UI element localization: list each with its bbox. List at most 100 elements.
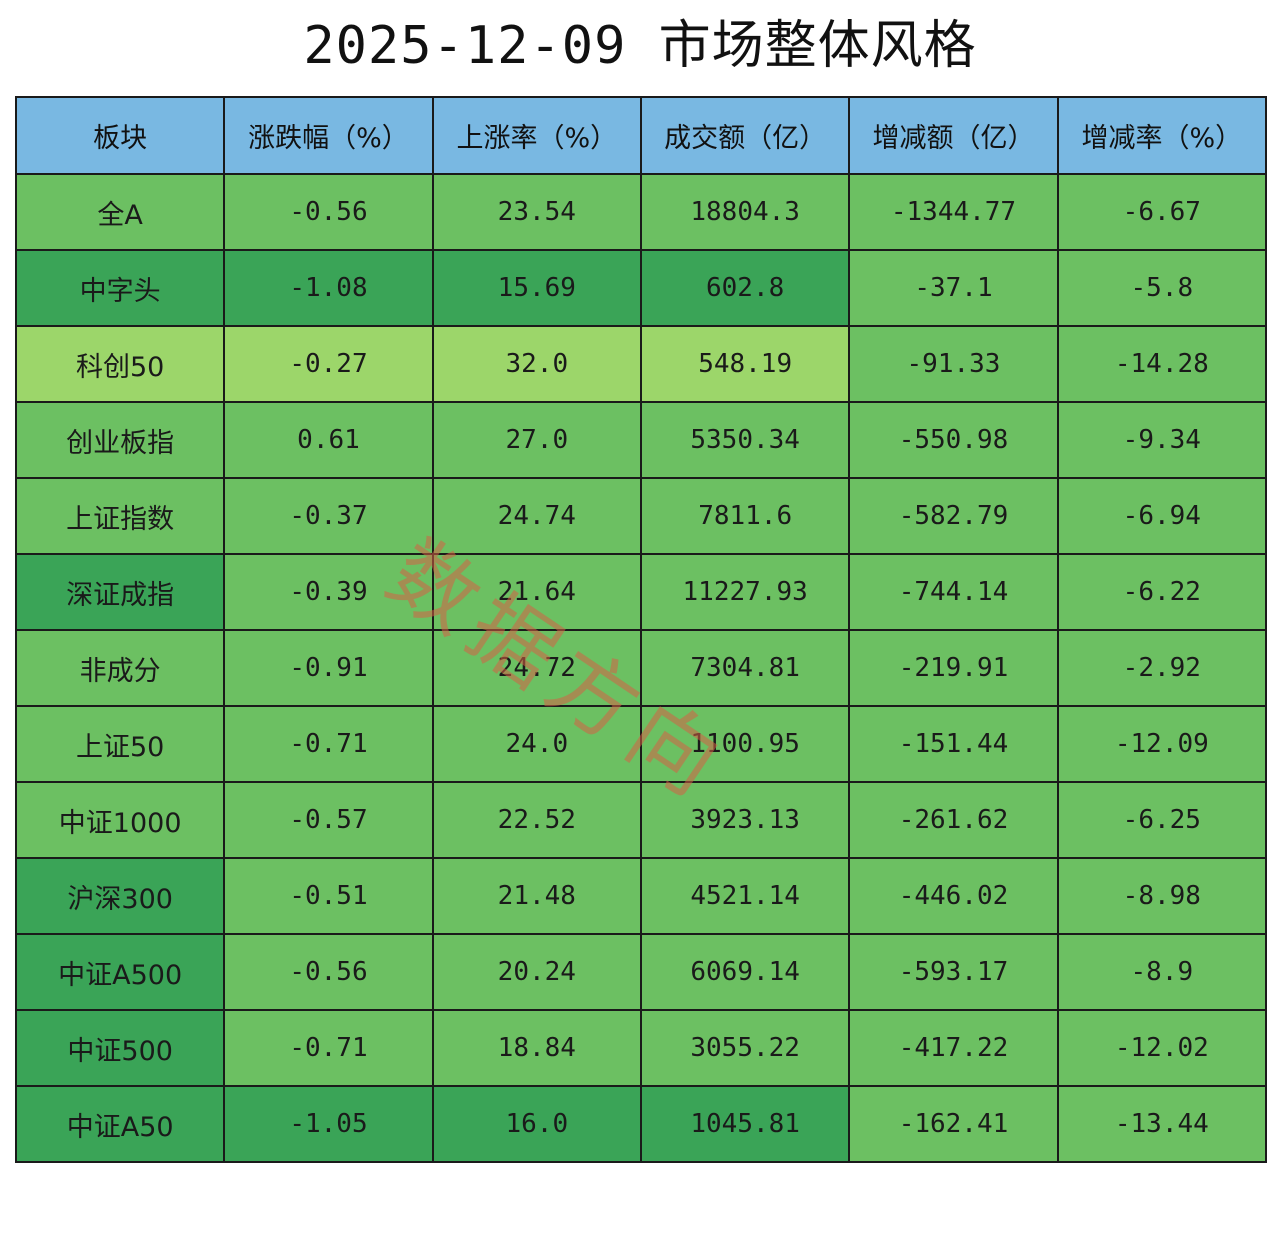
table-row: 深证成指 -0.39 21.64 11227.93 -744.14 -6.22 xyxy=(14,553,1268,631)
cell-rise-rate: 24.72 xyxy=(431,629,642,707)
table-row: 上证指数 -0.37 24.74 7811.6 -582.79 -6.94 xyxy=(14,477,1268,555)
cell-turnover: 5350.34 xyxy=(639,401,851,479)
cell-rise-rate: 20.24 xyxy=(431,933,642,1011)
cell-delta-rate: -6.22 xyxy=(1056,553,1268,631)
cell-sector: 中证A500 xyxy=(14,933,226,1011)
cell-delta-rate: -13.44 xyxy=(1056,1085,1268,1163)
cell-turnover: 18804.3 xyxy=(639,173,851,251)
column-header-rise-rate: 上涨率（%） xyxy=(431,96,642,175)
column-header-sector: 板块 xyxy=(14,96,226,175)
table-body: 全A -0.56 23.54 18804.3 -1344.77 -6.67 中字头 -1.08… xyxy=(14,173,1268,1163)
column-header-turnover: 成交额（亿） xyxy=(639,96,851,175)
cell-delta-rate: -5.8 xyxy=(1056,249,1268,327)
table-row: 全A -0.56 23.54 18804.3 -1344.77 -6.67 xyxy=(14,173,1268,251)
cell-sector: 创业板指 xyxy=(14,401,226,479)
cell-delta-amount: -582.79 xyxy=(848,477,1059,555)
market-style-table: 板块 涨跌幅（%） 上涨率（%） 成交额（亿） 增减额（亿） 增减率（%） 全A… xyxy=(14,96,1268,1163)
cell-turnover: 1100.95 xyxy=(639,705,851,783)
cell-turnover: 11227.93 xyxy=(639,553,851,631)
cell-delta-amount: -151.44 xyxy=(848,705,1059,783)
cell-delta-rate: -2.92 xyxy=(1056,629,1268,707)
cell-change-pct: -0.91 xyxy=(223,629,434,707)
table-header-row: 板块 涨跌幅（%） 上涨率（%） 成交额（亿） 增减额（亿） 增减率（%） xyxy=(14,96,1268,175)
table-row: 科创50 -0.27 32.0 548.19 -91.33 -14.28 xyxy=(14,325,1268,403)
cell-change-pct: -0.39 xyxy=(223,553,434,631)
cell-rise-rate: 32.0 xyxy=(431,325,642,403)
cell-turnover: 602.8 xyxy=(639,249,851,327)
table-row: 中证1000 -0.57 22.52 3923.13 -261.62 -6.25 xyxy=(14,781,1268,859)
cell-sector: 中证A50 xyxy=(14,1085,226,1163)
table-row: 中证A500 -0.56 20.24 6069.14 -593.17 -8.9 xyxy=(14,933,1268,1011)
cell-change-pct: 0.61 xyxy=(223,401,434,479)
cell-delta-rate: -9.34 xyxy=(1056,401,1268,479)
cell-sector: 非成分 xyxy=(14,629,226,707)
cell-delta-amount: -91.33 xyxy=(848,325,1059,403)
table-row: 创业板指 0.61 27.0 5350.34 -550.98 -9.34 xyxy=(14,401,1268,479)
table-row: 中证500 -0.71 18.84 3055.22 -417.22 -12.02 xyxy=(14,1009,1268,1087)
cell-turnover: 7304.81 xyxy=(639,629,851,707)
cell-delta-rate: -12.09 xyxy=(1056,705,1268,783)
cell-change-pct: -0.51 xyxy=(223,857,434,935)
cell-change-pct: -0.57 xyxy=(223,781,434,859)
cell-delta-amount: -162.41 xyxy=(848,1085,1059,1163)
cell-sector: 上证50 xyxy=(14,705,226,783)
cell-sector: 中证1000 xyxy=(14,781,226,859)
table-row: 非成分 -0.91 24.72 7304.81 -219.91 -2.92 xyxy=(14,629,1268,707)
cell-delta-rate: -12.02 xyxy=(1056,1009,1268,1087)
cell-turnover: 548.19 xyxy=(639,325,851,403)
cell-turnover: 1045.81 xyxy=(639,1085,851,1163)
cell-delta-amount: -1344.77 xyxy=(848,173,1059,251)
cell-turnover: 3055.22 xyxy=(639,1009,851,1087)
page-title: 2025-12-09 市场整体风格 xyxy=(303,16,977,76)
table-row: 沪深300 -0.51 21.48 4521.14 -446.02 -8.98 xyxy=(14,857,1268,935)
cell-turnover: 6069.14 xyxy=(639,933,851,1011)
cell-rise-rate: 24.0 xyxy=(431,705,642,783)
table-row: 中字头 -1.08 15.69 602.8 -37.1 -5.8 xyxy=(14,249,1268,327)
cell-change-pct: -0.27 xyxy=(223,325,434,403)
cell-sector: 深证成指 xyxy=(14,553,226,631)
cell-turnover: 4521.14 xyxy=(639,857,851,935)
column-header-change-pct: 涨跌幅（%） xyxy=(223,96,434,175)
cell-delta-amount: -744.14 xyxy=(848,553,1059,631)
cell-sector: 中证500 xyxy=(14,1009,226,1087)
cell-delta-amount: -550.98 xyxy=(848,401,1059,479)
cell-delta-amount: -446.02 xyxy=(848,857,1059,935)
cell-rise-rate: 23.54 xyxy=(431,173,642,251)
cell-rise-rate: 21.64 xyxy=(431,553,642,631)
cell-sector: 沪深300 xyxy=(14,857,226,935)
cell-sector: 中字头 xyxy=(14,249,226,327)
cell-turnover: 3923.13 xyxy=(639,781,851,859)
column-header-delta-rate: 增减率（%） xyxy=(1056,96,1268,175)
cell-delta-amount: -417.22 xyxy=(848,1009,1059,1087)
cell-rise-rate: 15.69 xyxy=(431,249,642,327)
column-header-delta-amount: 增减额（亿） xyxy=(848,96,1059,175)
cell-rise-rate: 27.0 xyxy=(431,401,642,479)
cell-change-pct: -0.56 xyxy=(223,933,434,1011)
cell-rise-rate: 22.52 xyxy=(431,781,642,859)
cell-change-pct: -1.05 xyxy=(223,1085,434,1163)
cell-rise-rate: 18.84 xyxy=(431,1009,642,1087)
cell-delta-amount: -37.1 xyxy=(848,249,1059,327)
cell-change-pct: -1.08 xyxy=(223,249,434,327)
cell-change-pct: -0.71 xyxy=(223,1009,434,1087)
cell-delta-amount: -261.62 xyxy=(848,781,1059,859)
cell-change-pct: -0.71 xyxy=(223,705,434,783)
cell-rise-rate: 21.48 xyxy=(431,857,642,935)
cell-sector: 科创50 xyxy=(14,325,226,403)
cell-delta-amount: -219.91 xyxy=(848,629,1059,707)
cell-sector: 上证指数 xyxy=(14,477,226,555)
cell-rise-rate: 16.0 xyxy=(431,1085,642,1163)
table-row: 中证A50 -1.05 16.0 1045.81 -162.41 -13.44 xyxy=(14,1085,1268,1163)
cell-delta-rate: -6.25 xyxy=(1056,781,1268,859)
cell-rise-rate: 24.74 xyxy=(431,477,642,555)
cell-turnover: 7811.6 xyxy=(639,477,851,555)
table-row: 上证50 -0.71 24.0 1100.95 -151.44 -12.09 xyxy=(14,705,1268,783)
cell-change-pct: -0.56 xyxy=(223,173,434,251)
cell-sector: 全A xyxy=(14,173,226,251)
cell-delta-rate: -8.98 xyxy=(1056,857,1268,935)
cell-delta-rate: -8.9 xyxy=(1056,933,1268,1011)
cell-delta-amount: -593.17 xyxy=(848,933,1059,1011)
cell-delta-rate: -6.94 xyxy=(1056,477,1268,555)
cell-delta-rate: -14.28 xyxy=(1056,325,1268,403)
cell-delta-rate: -6.67 xyxy=(1056,173,1268,251)
